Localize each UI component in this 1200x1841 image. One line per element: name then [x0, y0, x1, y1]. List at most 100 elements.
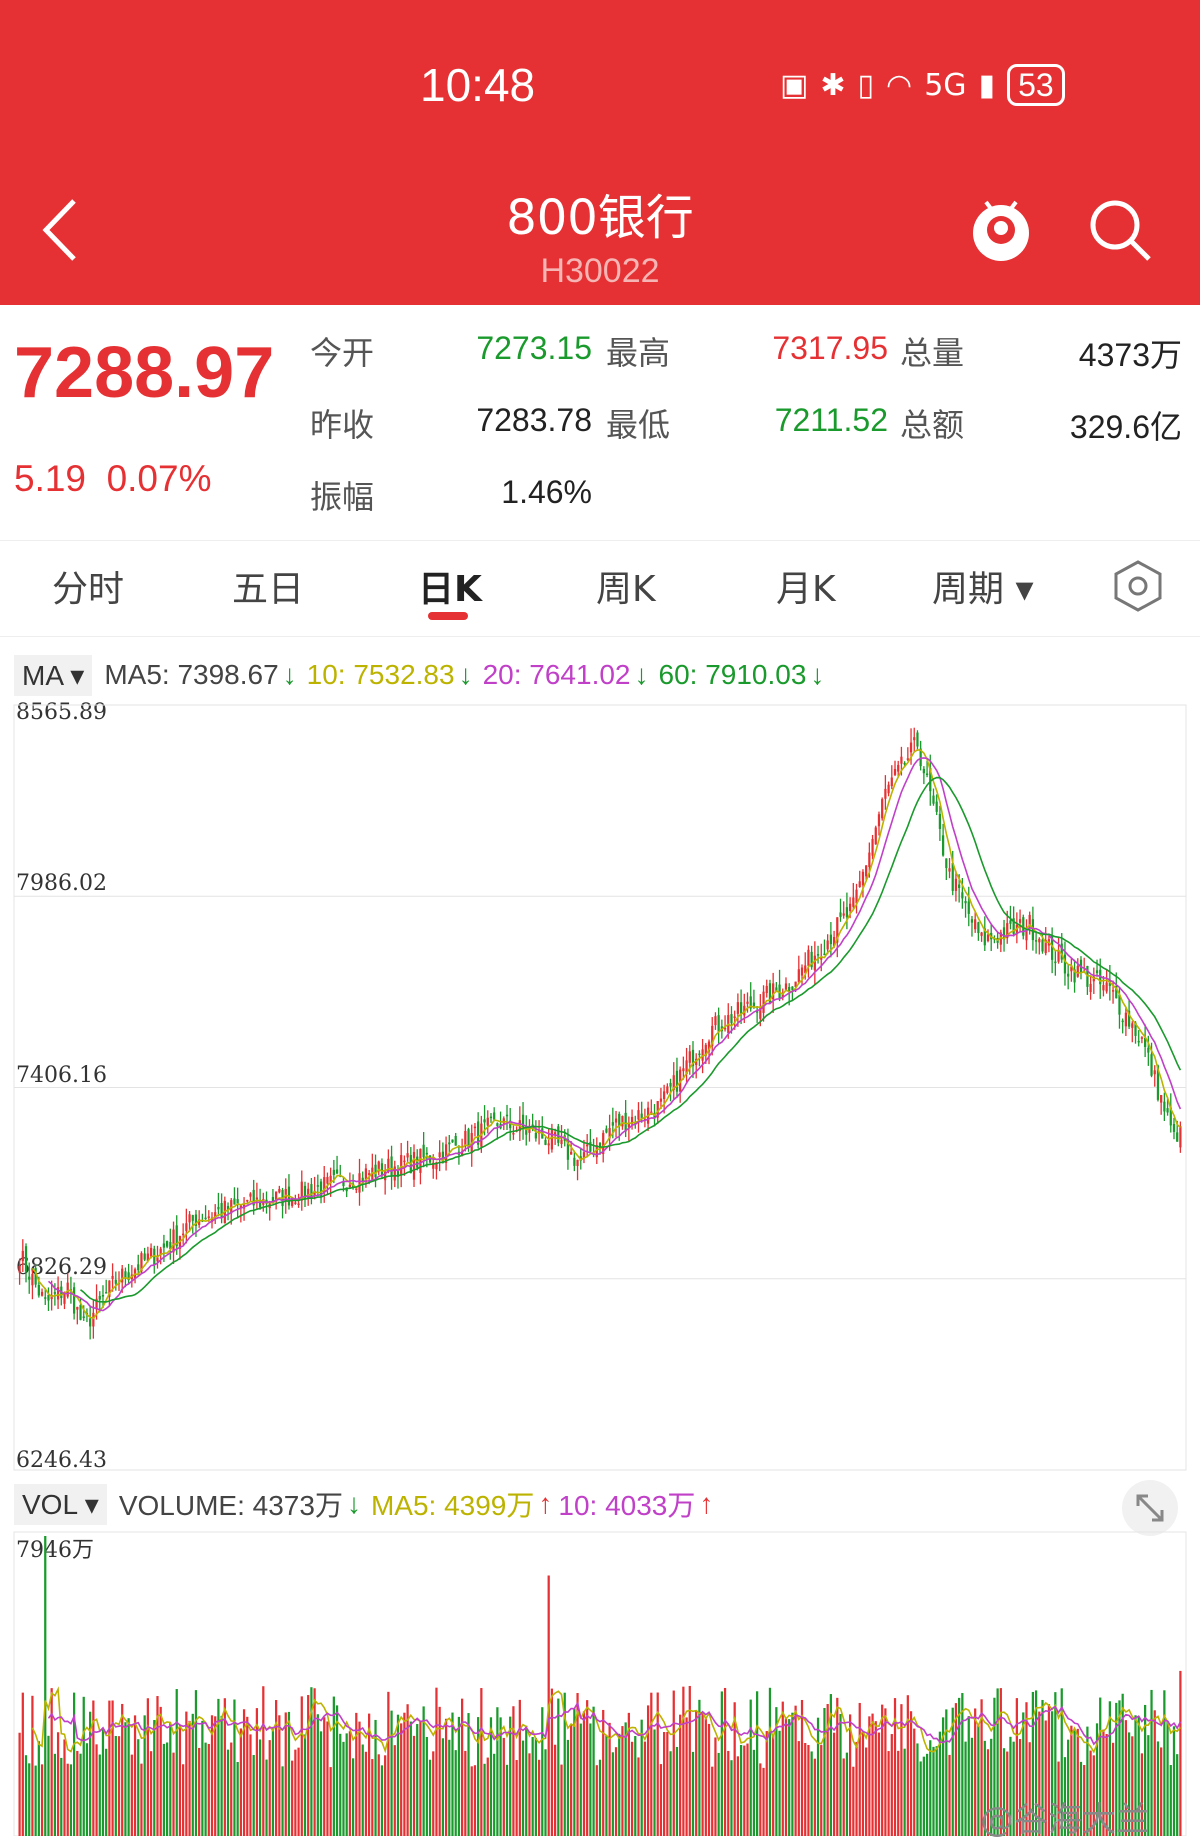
label-high: 最高 — [606, 334, 671, 372]
assistant-icon[interactable] — [966, 188, 1036, 268]
volume-bar — [1067, 1739, 1070, 1836]
candle-body — [432, 1162, 435, 1169]
candle-body — [961, 892, 964, 899]
candle-body — [663, 1091, 666, 1100]
candle-body — [573, 1157, 576, 1166]
tab-weekly-k[interactable]: 周K — [596, 569, 656, 610]
candle-body — [149, 1247, 153, 1257]
volume-bar — [18, 1732, 21, 1836]
candle-body — [643, 1118, 647, 1121]
candle-body — [823, 953, 826, 956]
ma-selector[interactable]: MA ▾ — [14, 654, 93, 696]
candle-body — [44, 1297, 47, 1299]
volume-bar — [220, 1715, 223, 1836]
candle-body — [614, 1118, 618, 1123]
candle-body — [736, 1002, 740, 1014]
candle-body — [220, 1203, 223, 1218]
volume-bar — [294, 1749, 297, 1836]
volume-bar — [893, 1698, 897, 1836]
volume-bar — [800, 1699, 804, 1836]
candle-body — [1025, 930, 1028, 941]
volume-bar — [329, 1767, 332, 1836]
volume-bar — [214, 1716, 217, 1836]
volume-bar — [89, 1711, 92, 1836]
stock-code: H30022 — [540, 252, 660, 290]
volume-bar — [858, 1702, 861, 1836]
volume-bar — [941, 1717, 945, 1836]
candle-body — [605, 1128, 608, 1133]
candle-body — [105, 1292, 108, 1294]
candle-body — [496, 1123, 499, 1127]
candle-body — [1137, 1040, 1140, 1043]
candle-body — [18, 1265, 21, 1273]
volume-bar — [573, 1708, 576, 1836]
volume-bar — [326, 1721, 329, 1836]
volume-bar — [762, 1767, 765, 1836]
volume-bar — [707, 1723, 711, 1836]
volume-bar — [412, 1735, 416, 1836]
volume-bar — [380, 1765, 384, 1836]
up-arrow-icon: ↑ — [699, 1488, 714, 1519]
candle-body — [512, 1133, 515, 1135]
status-time: 10:48 — [420, 59, 536, 111]
candle-body — [390, 1156, 393, 1176]
volume-bar — [909, 1711, 913, 1836]
volume-bar — [441, 1738, 444, 1836]
tab-five-day[interactable]: 五日 — [232, 569, 305, 610]
volume-bar — [733, 1702, 736, 1836]
candle-body — [188, 1214, 191, 1223]
volume-bar — [191, 1713, 194, 1836]
candle-body — [1009, 920, 1012, 924]
search-icon[interactable] — [1085, 195, 1155, 265]
volume-bar — [518, 1699, 521, 1836]
volume-bar — [159, 1706, 162, 1836]
candle-body — [182, 1233, 185, 1236]
value-volume: 4373万 — [1078, 337, 1182, 373]
volume-bar — [486, 1757, 489, 1836]
expand-icon[interactable] — [1122, 1480, 1178, 1536]
candle-body — [53, 1292, 56, 1294]
candle-body — [624, 1112, 627, 1132]
candle-body — [348, 1184, 352, 1188]
candle-body — [964, 900, 967, 904]
back-icon[interactable] — [40, 195, 80, 265]
volume-bar — [201, 1720, 204, 1836]
volume-bar — [1025, 1702, 1028, 1836]
candle-body — [165, 1241, 169, 1247]
candle-body — [1163, 1101, 1166, 1112]
volume-bar — [236, 1762, 239, 1836]
volume-bar — [72, 1692, 76, 1836]
tab-intraday[interactable]: 分时 — [52, 569, 125, 610]
volume-bar — [393, 1745, 396, 1836]
volume-bar — [1156, 1741, 1160, 1836]
tab-daily-k[interactable]: 日K — [418, 569, 482, 610]
volume-bar — [967, 1716, 970, 1836]
candle-body — [217, 1206, 220, 1210]
candle-body — [198, 1219, 201, 1225]
volume-bar — [736, 1756, 740, 1836]
volume-bar — [258, 1739, 262, 1836]
value-prev-close: 7283.78 — [476, 402, 592, 438]
volume-bar — [563, 1692, 566, 1836]
candle-body — [1012, 918, 1015, 934]
settings-hexagon-icon[interactable] — [1110, 558, 1166, 614]
volume-panel-frame — [13, 1531, 1187, 1836]
volume-readout: VOLUME: 4373万 — [118, 1490, 343, 1521]
vol-ma5-line — [31, 1686, 1182, 1754]
volume-bar — [544, 1749, 547, 1836]
tab-monthly-k[interactable]: 月K — [776, 569, 836, 610]
candle-body — [230, 1200, 233, 1214]
volume-bar — [1150, 1689, 1153, 1836]
vol-selector[interactable]: VOL ▾ — [14, 1483, 107, 1525]
candle-body — [611, 1122, 614, 1126]
volume-bar — [1134, 1715, 1137, 1836]
candle-body — [66, 1282, 69, 1297]
candle-body — [794, 981, 797, 987]
volume-bar — [794, 1705, 797, 1836]
tab-period[interactable]: 周期 ▾ — [932, 560, 1034, 612]
candle-body — [951, 863, 954, 891]
volume-bar — [130, 1754, 133, 1836]
volume-bar — [342, 1741, 345, 1836]
volume-bar — [852, 1766, 855, 1836]
